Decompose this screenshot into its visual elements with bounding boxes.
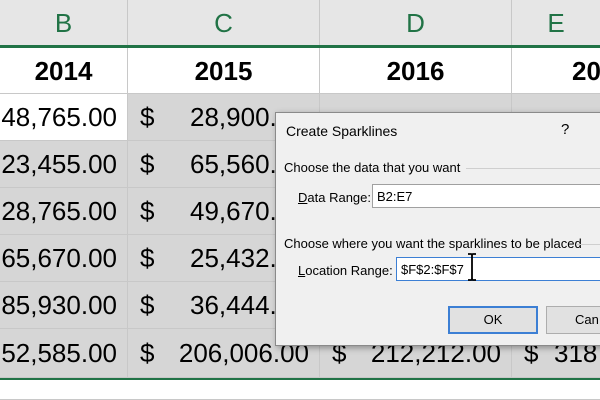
- data-section-heading: Choose the data that you want: [284, 160, 461, 175]
- year-text: 2015: [194, 56, 253, 86]
- label-text: ocation Range:: [305, 263, 393, 278]
- cell-b-row3[interactable]: 28,765.00: [0, 188, 128, 235]
- year-text: 2014: [34, 56, 93, 86]
- cell-value: 49,670.: [190, 196, 277, 226]
- cell-value: 52,585.00: [1, 338, 117, 368]
- section-divider: [466, 168, 600, 169]
- data-range-input[interactable]: B2:E7: [372, 184, 600, 208]
- empty-row[interactable]: [0, 380, 600, 400]
- section-divider: [576, 244, 600, 245]
- currency-symbol: $: [140, 149, 155, 179]
- cell-value: 25,432.: [190, 243, 277, 273]
- total-cell-b[interactable]: 52,585.00: [0, 329, 128, 378]
- year-cell-c[interactable]: 2015: [128, 48, 320, 94]
- location-range-input[interactable]: $F$2:$F$7: [396, 257, 600, 281]
- currency-symbol: $: [140, 290, 155, 320]
- cell-value: 65,670.00: [1, 243, 117, 273]
- cell-b-row2[interactable]: 23,455.00: [0, 141, 128, 188]
- help-button[interactable]: ?: [561, 121, 570, 138]
- location-section-heading: Choose where you want the sparklines to …: [284, 236, 582, 251]
- cell-b-row1[interactable]: 48,765.00: [0, 94, 128, 141]
- year-cell-b[interactable]: 2014: [0, 48, 128, 94]
- year-text: 2016: [386, 56, 445, 86]
- column-letter-c: C: [214, 7, 233, 38]
- cell-value: 85,930.00: [1, 290, 117, 320]
- year-text: 20: [572, 56, 600, 86]
- cell-value: 48,765.00: [1, 102, 117, 132]
- column-letter-b: B: [54, 7, 73, 38]
- total-row-border: [0, 378, 600, 380]
- year-cell-e[interactable]: 20: [512, 48, 600, 94]
- selected-columns-indicator: [0, 45, 600, 48]
- text-cursor-icon: [468, 253, 476, 281]
- cancel-button[interactable]: Can: [546, 306, 600, 334]
- cell-value: 28,900.: [190, 102, 277, 132]
- currency-symbol: $: [140, 243, 155, 273]
- year-cell-d[interactable]: 2016: [320, 48, 512, 94]
- access-key: L: [298, 263, 306, 278]
- cell-b-row5[interactable]: 85,930.00: [0, 282, 128, 329]
- access-key: D: [298, 190, 308, 205]
- column-letter-d: D: [406, 7, 425, 38]
- location-range-label: Location Range:: [298, 263, 393, 278]
- data-range-label: Data Range:: [298, 190, 371, 205]
- label-text: ata Range:: [307, 190, 371, 205]
- column-header-e[interactable]: E: [512, 0, 600, 46]
- ok-button[interactable]: OK: [448, 306, 538, 334]
- cell-b-row4[interactable]: 65,670.00: [0, 235, 128, 282]
- column-letter-e: E: [547, 7, 565, 38]
- dialog-title: Create Sparklines: [286, 123, 398, 139]
- column-header-d[interactable]: D: [320, 0, 512, 46]
- column-header-c[interactable]: C: [128, 0, 320, 46]
- create-sparklines-dialog: Create Sparklines ? Choose the data that…: [275, 112, 600, 346]
- column-header-b[interactable]: B: [0, 0, 128, 46]
- currency-symbol: $: [140, 102, 155, 132]
- cell-value: 36,444.: [190, 290, 277, 320]
- cell-value: 65,560.: [190, 149, 277, 179]
- cell-value: 28,765.00: [1, 196, 117, 226]
- currency-symbol: $: [140, 196, 155, 226]
- currency-symbol: $: [140, 338, 155, 368]
- cell-value: 23,455.00: [1, 149, 117, 179]
